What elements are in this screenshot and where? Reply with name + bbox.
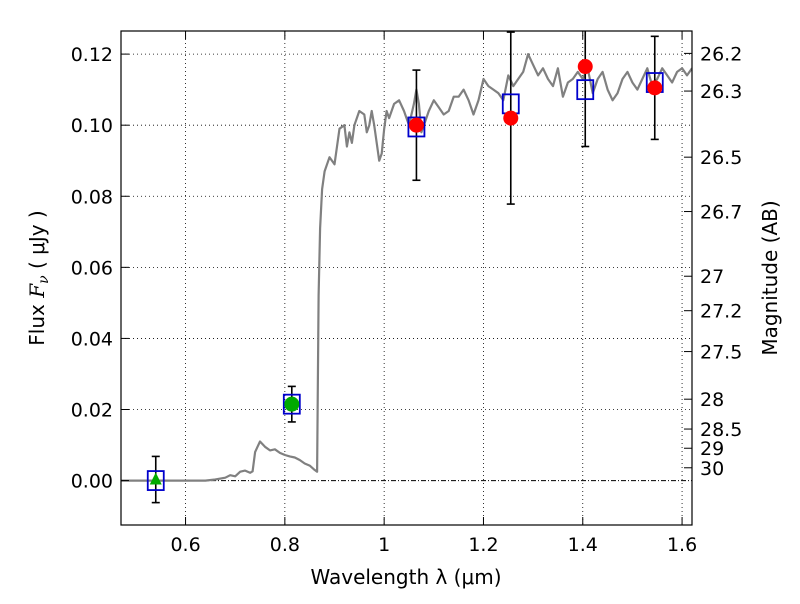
x-axis-label: Wavelength λ (μm) — [310, 565, 501, 589]
x-tick-label: 1.2 — [468, 534, 498, 556]
model-spectrum-line — [121, 53, 692, 482]
magnitude-axis-label: Magnitude (AB) — [758, 200, 782, 355]
y-axis-label-symbol: F — [25, 283, 49, 299]
magnitude-tick-label: 30 — [700, 458, 724, 480]
y-tick-label: 0.12 — [71, 44, 113, 66]
observed-flux-point — [503, 110, 519, 126]
model-flux-square — [146, 470, 165, 491]
y-axis-label-prefix: Flux — [25, 298, 49, 346]
y-tick-label: 0.04 — [71, 328, 113, 350]
x-axis-ticks: 0.6 0.8 1 1.2 1.4 1.6 — [170, 31, 697, 556]
y-tick-label: 0.10 — [71, 115, 113, 137]
model-flux-square — [282, 393, 301, 415]
observed-flux-point — [408, 117, 424, 133]
y-tick-label: 0.02 — [71, 399, 113, 421]
y-tick-label: 0.00 — [71, 471, 113, 493]
observed-flux-point — [577, 59, 593, 75]
magnitude-tick-label: 26.2 — [700, 43, 742, 65]
magnitude-tick-label: 28.5 — [700, 419, 742, 441]
x-tick-label: 1.4 — [568, 534, 598, 556]
y-tick-label: 0.06 — [71, 257, 113, 279]
y-axis-label: Flux Fν ( μJy ) — [25, 210, 52, 345]
x-tick-label: 1.6 — [667, 534, 697, 556]
x-tick-label: 0.6 — [170, 534, 200, 556]
magnitude-tick-label: 29 — [700, 438, 724, 460]
magnitude-tick-label: 27 — [700, 266, 724, 288]
x-tick-label: 0.8 — [270, 534, 300, 556]
y-axis-ticks: 0.00 0.02 0.04 0.06 0.08 0.10 0.12 — [71, 44, 129, 493]
observed-points — [149, 59, 663, 485]
plot-frame — [120, 30, 693, 526]
observed-flux-point — [284, 396, 300, 412]
magnitude-tick-label: 26.7 — [700, 202, 742, 224]
observed-upper-limit-marker — [149, 472, 162, 485]
magnitude-tick-label: 28 — [700, 389, 724, 411]
grid — [121, 31, 692, 525]
magnitude-tick-label: 27.5 — [700, 342, 742, 364]
plot-area — [121, 31, 692, 504]
y-tick-label: 0.08 — [71, 186, 113, 208]
magnitude-tick-label: 27.2 — [700, 301, 742, 323]
x-tick-label: 1 — [378, 534, 390, 556]
y-axis-label-subscript: ν — [36, 275, 52, 284]
model-flux-square — [407, 116, 426, 138]
magnitude-tick-label: 26.3 — [700, 81, 742, 103]
model-flux-square — [576, 79, 595, 101]
y-axis-label-suffix: ( μJy ) — [25, 210, 49, 275]
observed-flux-point — [647, 80, 663, 96]
magnitude-tick-label: 26.5 — [700, 147, 742, 169]
